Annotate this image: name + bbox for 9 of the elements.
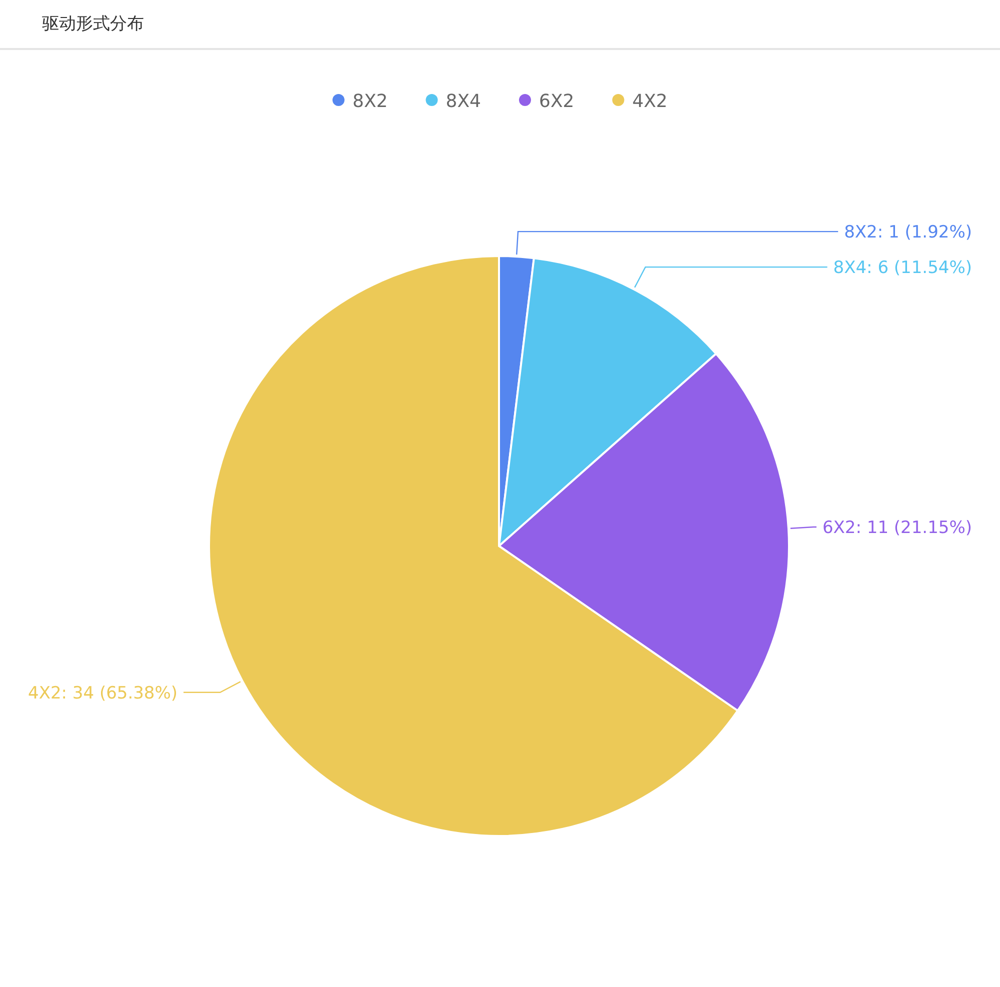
legend-label: 4X2 <box>632 91 668 112</box>
data-label: 6X2: 11 (21.15%) <box>822 518 972 538</box>
chart-title: 驱动形式分布 <box>42 14 144 34</box>
data-label: 4X2: 34 (65.38%) <box>28 683 178 704</box>
legend-label: 6X2 <box>539 91 574 112</box>
data-label: 8X2: 1 (1.92%) <box>844 222 972 243</box>
data-label: 8X4: 6 (11.54%) <box>833 258 972 278</box>
legend-label: 8X4 <box>446 91 481 112</box>
legend-label: 8X2 <box>352 91 388 112</box>
